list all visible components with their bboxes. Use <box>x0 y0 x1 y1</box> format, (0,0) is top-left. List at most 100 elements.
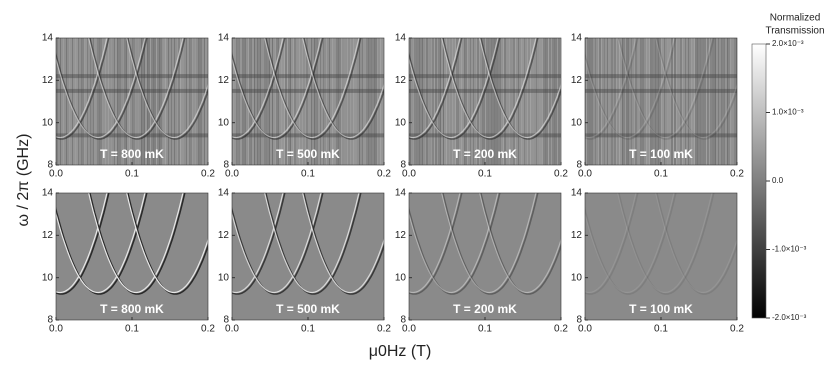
band <box>56 74 208 79</box>
y-tick-label: 8 <box>47 315 53 326</box>
arc <box>409 193 499 294</box>
y-tick-label: 10 <box>218 272 230 283</box>
arc-shadow <box>618 38 715 140</box>
band <box>409 74 561 79</box>
y-tick-label: 14 <box>42 33 54 44</box>
y-tick-label: 12 <box>218 75 230 86</box>
heatmap <box>409 193 561 295</box>
arc-shadow <box>265 38 362 140</box>
x-tick-label: 0.2 <box>730 169 744 180</box>
y-tick-label: 12 <box>218 230 230 241</box>
y-tick-label: 12 <box>571 230 583 241</box>
x-tick-label: 0.2 <box>377 169 391 180</box>
arc-shadow <box>480 38 561 140</box>
x-tick-label: 0.0 <box>578 324 592 335</box>
colorbar-tick-label: -2.0×10⁻³ <box>772 313 807 322</box>
x-tick-label: 0.2 <box>201 324 215 335</box>
y-tick-label: 12 <box>42 230 54 241</box>
temperature-label: T = 100 mK <box>629 302 693 316</box>
band <box>232 133 384 138</box>
heatmap <box>56 193 208 295</box>
arc <box>126 193 208 294</box>
heatmap <box>232 38 384 165</box>
y-tick-label: 10 <box>571 117 583 128</box>
y-tick-label: 14 <box>395 33 407 44</box>
arc <box>479 193 561 294</box>
arc <box>126 38 208 139</box>
arc <box>232 193 284 294</box>
arc <box>264 38 360 139</box>
y-tick-label: 8 <box>223 315 229 326</box>
arc <box>409 38 461 139</box>
arc <box>655 38 737 139</box>
x-tick-label: 0.0 <box>402 324 416 335</box>
arc <box>302 193 384 294</box>
heatmap <box>585 38 737 165</box>
arc <box>617 38 713 139</box>
arc-shadow <box>585 193 677 295</box>
colorbar-tick-label: 2.0×10⁻³ <box>772 39 804 48</box>
arc-shadow <box>409 38 463 140</box>
colorbar-title: Normalized <box>770 13 821 24</box>
heatmap <box>56 38 208 165</box>
band <box>409 133 561 138</box>
y-tick-label: 10 <box>395 117 407 128</box>
arc-shadow <box>127 38 208 140</box>
arc <box>409 193 461 294</box>
temperature-label: T = 800 mK <box>100 147 164 161</box>
colorbar <box>751 43 767 319</box>
arc <box>88 193 184 294</box>
heatmap <box>585 193 737 295</box>
y-tick-label: 8 <box>400 315 406 326</box>
y-tick-label: 14 <box>42 188 54 199</box>
arc <box>655 193 737 294</box>
arc-shadow <box>232 193 286 295</box>
arc-shadow <box>442 38 539 140</box>
y-tick-label: 14 <box>571 188 583 199</box>
heatmap <box>409 38 561 165</box>
arc <box>232 193 322 294</box>
x-tick-label: 0.0 <box>402 169 416 180</box>
x-tick-label: 0.1 <box>125 324 139 335</box>
y-tick-label: 12 <box>571 75 583 86</box>
arc <box>617 193 713 294</box>
y-tick-label: 10 <box>218 117 230 128</box>
arc <box>585 38 675 139</box>
arc-shadow <box>585 193 639 295</box>
arc <box>585 193 675 294</box>
colorbar-tick-label: 1.0×10⁻³ <box>772 108 804 117</box>
x-tick-label: 0.1 <box>125 169 139 180</box>
y-tick-label: 8 <box>47 160 53 171</box>
y-tick-label: 10 <box>42 117 54 128</box>
arc <box>409 38 499 139</box>
arc-shadow <box>409 38 501 140</box>
arc <box>441 38 537 139</box>
band <box>585 88 737 93</box>
arc <box>56 193 146 294</box>
x-tick-label: 0.0 <box>225 169 239 180</box>
x-tick-label: 0.2 <box>730 324 744 335</box>
arc <box>264 193 360 294</box>
y-axis-label: ω / 2π (GHz) <box>15 134 32 227</box>
temperature-label: T = 500 mK <box>276 147 340 161</box>
arc <box>232 38 284 139</box>
x-tick-label: 0.1 <box>654 324 668 335</box>
y-tick-label: 10 <box>395 272 407 283</box>
temperature-label: T = 200 mK <box>453 147 517 161</box>
temperature-label: T = 800 mK <box>100 302 164 316</box>
arc-shadow <box>56 193 110 295</box>
y-tick-label: 8 <box>576 315 582 326</box>
temperature-label: T = 500 mK <box>276 302 340 316</box>
x-tick-label: 0.0 <box>49 324 63 335</box>
arc-shadow <box>585 38 639 140</box>
arc-shadow <box>409 193 501 295</box>
heatmap <box>232 193 384 295</box>
y-tick-label: 10 <box>571 272 583 283</box>
arc <box>88 38 184 139</box>
arc-shadow <box>56 38 148 140</box>
y-tick-label: 8 <box>223 160 229 171</box>
arc-shadow <box>56 38 110 140</box>
x-tick-label: 0.1 <box>301 169 315 180</box>
